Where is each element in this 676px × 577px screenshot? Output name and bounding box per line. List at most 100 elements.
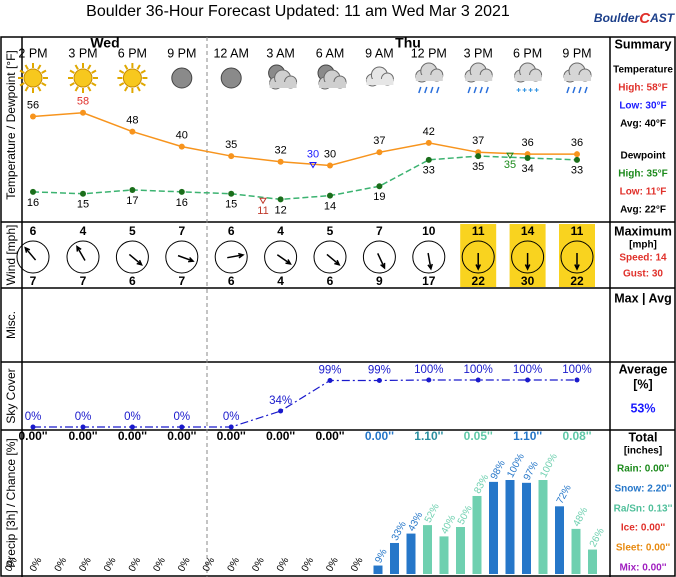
logo-part: AST xyxy=(649,11,676,25)
precip-total: 0.00'' xyxy=(315,429,344,443)
rain-drop xyxy=(584,86,588,94)
wind-gust: 9 xyxy=(376,274,383,288)
data-point xyxy=(228,424,234,430)
rain-drop xyxy=(436,86,440,94)
data-label: 16 xyxy=(27,197,39,209)
bar xyxy=(588,549,597,574)
wind-dial xyxy=(560,240,594,274)
data-label: 34% xyxy=(269,395,292,407)
x-tick-label: 9 AM xyxy=(365,46,394,60)
rain-drop xyxy=(430,86,434,94)
y-axis-label: Temperature / Dewpoint [°F] xyxy=(4,50,18,200)
wind-speed: 7 xyxy=(376,224,383,238)
series-line xyxy=(32,111,577,167)
x-tick-label: 3 PM xyxy=(68,46,97,60)
cloud-base xyxy=(319,82,346,88)
extreme-marker xyxy=(259,197,267,205)
wind-gust: 30 xyxy=(521,274,535,288)
rain-drop xyxy=(566,86,570,94)
data-point xyxy=(30,113,36,120)
wind-dial xyxy=(214,240,248,274)
sun-ray xyxy=(136,64,141,70)
wind-arrow xyxy=(574,253,580,271)
extreme-label: 30 xyxy=(307,148,319,160)
x-tick-label: 2 PM xyxy=(18,46,47,60)
extreme-marker xyxy=(309,161,317,169)
bar xyxy=(423,525,432,574)
wind-gust: 22 xyxy=(472,274,486,288)
data-label: 33 xyxy=(571,165,583,177)
cloud-base xyxy=(564,75,591,81)
data-label: 99% xyxy=(368,365,391,377)
rain-drop xyxy=(424,86,428,94)
data-point xyxy=(327,377,333,383)
weather-icon xyxy=(317,64,347,90)
wind-arrow xyxy=(326,253,341,266)
summary-line: Low: 11°F xyxy=(620,187,667,198)
data-label: 35 xyxy=(472,161,484,173)
summary-line: Sleet: 0.00'' xyxy=(616,543,670,554)
summary-line: 53% xyxy=(630,401,655,415)
outer-border xyxy=(0,36,676,577)
y-axis-label: Misc. xyxy=(4,311,18,339)
summary-line: High: 58°F xyxy=(618,83,668,94)
summary-line: Mix: 0.00'' xyxy=(620,563,667,574)
precip-total: 0.00'' xyxy=(217,429,246,443)
wind-speed: 10 xyxy=(422,224,436,238)
wind-gust: 6 xyxy=(327,274,334,288)
sun-ray xyxy=(41,69,47,74)
sun-ray xyxy=(91,82,97,87)
wind-speed: 7 xyxy=(178,224,185,238)
data-label: 0% xyxy=(124,411,141,423)
cloud-base xyxy=(465,75,493,81)
data-point xyxy=(178,143,185,150)
data-label: 36 xyxy=(521,137,533,149)
data-point xyxy=(327,192,333,199)
logo-part: Boulder xyxy=(594,11,641,25)
weather-icon xyxy=(514,62,543,92)
data-label: 19 xyxy=(373,191,385,203)
data-label: 30 xyxy=(324,148,336,160)
wind-arrow xyxy=(427,252,433,271)
summary-heading: Summary xyxy=(615,37,672,51)
rain-drop xyxy=(418,86,422,94)
data-label: 0% xyxy=(75,411,92,423)
summary-heading: Total xyxy=(629,430,658,444)
wind-gust: 6 xyxy=(129,274,136,288)
wind-dial xyxy=(412,240,446,274)
precip-total: 0.00'' xyxy=(118,429,147,443)
data-point xyxy=(525,377,531,383)
weather-icon xyxy=(415,62,444,94)
wind-dial xyxy=(511,240,545,274)
sun-ray xyxy=(74,86,79,92)
data-point xyxy=(524,154,531,161)
weather-icon xyxy=(365,66,394,87)
extreme-marker xyxy=(506,152,514,160)
data-point xyxy=(30,424,36,430)
wind-arrow xyxy=(475,253,482,271)
wind-arrow xyxy=(524,253,531,271)
data-label: 100% xyxy=(513,364,542,376)
wind-gust: 17 xyxy=(422,274,436,288)
data-label: 32 xyxy=(274,145,286,157)
precip-total: 0.00'' xyxy=(68,429,97,443)
summary-line: Temperature xyxy=(613,65,673,76)
x-tick-label: 9 PM xyxy=(562,46,591,60)
data-label: 36 xyxy=(571,137,583,149)
sun-ray xyxy=(140,82,146,87)
rain-drop xyxy=(467,86,471,94)
wind-arrow xyxy=(24,246,37,261)
data-point xyxy=(278,408,284,414)
weather-icon xyxy=(563,62,592,94)
bar xyxy=(571,528,581,574)
data-label: 34 xyxy=(521,163,533,175)
data-label: 14 xyxy=(324,201,336,213)
bar xyxy=(505,480,515,574)
logo: BoulderCAST xyxy=(594,10,676,27)
data-label: 0% xyxy=(25,411,42,423)
data-label: 100% xyxy=(414,364,443,376)
day-label: Thu xyxy=(395,35,421,51)
precip-total: 0.05'' xyxy=(464,429,493,443)
wind-speed: 4 xyxy=(277,224,284,238)
wind-dial xyxy=(362,240,396,274)
